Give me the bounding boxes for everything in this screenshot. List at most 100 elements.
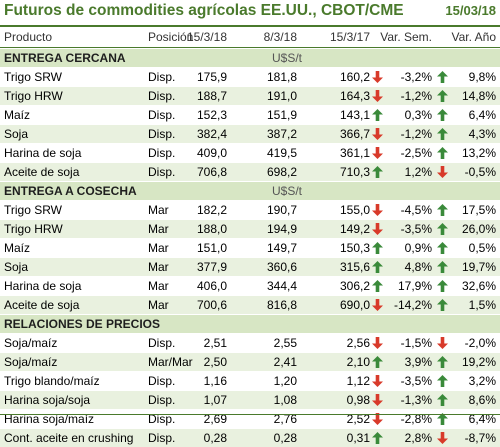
var-sem-value: -1,2%: [400, 89, 432, 103]
header-rule: [0, 47, 500, 48]
price-8-3-18: 1,08: [273, 393, 297, 407]
section-header: ENTREGA A COSECHA U$S/t: [0, 182, 500, 200]
arrow-down-icon: [372, 201, 384, 216]
price-15-3-18: 1,16: [203, 374, 227, 388]
arrow-up-icon: [437, 68, 449, 83]
var-ano-value: -2,0%: [464, 336, 496, 350]
var-ano-value: 0,5%: [468, 241, 496, 255]
price-15-3-18: 188,0: [196, 222, 227, 236]
product-name: Maíz: [4, 108, 31, 122]
table-row: Soja Mar 377,9 360,6 315,6 4,8% 19,7%: [0, 258, 500, 276]
price-8-3-18: 2,76: [273, 412, 297, 426]
price-15-3-17: 710,3: [339, 165, 370, 179]
var-sem-value: 2,8%: [404, 431, 432, 445]
var-sem-value: 0,9%: [404, 241, 432, 255]
var-ano-value: -0,5%: [464, 165, 496, 179]
price-15-3-18: 409,0: [196, 146, 227, 160]
var-sem-value: -1,5%: [400, 336, 432, 350]
title-rule: [0, 25, 500, 27]
price-8-3-18: 387,2: [266, 127, 297, 141]
arrow-up-icon: [437, 144, 449, 159]
col-header-date-3: 15/3/17: [329, 30, 370, 44]
price-15-3-18: 188,7: [196, 89, 227, 103]
product-name: Soja/maíz: [4, 336, 58, 350]
product-name: Aceite de soja: [4, 165, 80, 179]
arrow-down-icon: [372, 391, 384, 406]
price-15-3-17: 366,7: [339, 127, 370, 141]
section-label: ENTREGA CERCANA: [4, 51, 126, 65]
arrow-up-icon: [437, 87, 449, 102]
var-sem-value: -2,8%: [400, 412, 432, 426]
var-sem-value: -3,2%: [400, 70, 432, 84]
arrow-up-icon: [437, 277, 449, 292]
price-8-3-18: 419,5: [266, 146, 297, 160]
table-row: Trigo HRW Disp. 188,7 191,0 164,3 -1,2% 14,8%: [0, 87, 500, 105]
var-ano-value: 9,8%: [468, 70, 496, 84]
section-label: RELACIONES DE PRECIOS: [4, 317, 161, 331]
product-name: Harina soja/maíz: [4, 412, 95, 426]
product-name: Trigo SRW: [4, 203, 63, 217]
price-15-3-17: 155,0: [339, 203, 370, 217]
var-sem-value: 4,8%: [404, 260, 432, 274]
price-15-3-18: 175,9: [196, 70, 227, 84]
report-title: Futuros de commodities agrícolas EE.UU.,…: [4, 2, 404, 19]
var-sem-value: -3,5%: [400, 222, 432, 236]
col-header-date-2: 8/3/18: [263, 30, 297, 44]
table-row: Soja Disp. 382,4 387,2 366,7 -1,2% 4,3%: [0, 125, 500, 143]
price-15-3-17: 2,10: [346, 355, 370, 369]
arrow-down-icon: [372, 296, 384, 311]
section-unit: U$S/t: [272, 184, 303, 198]
table-row: Trigo SRW Disp. 175,9 181,8 160,2 -3,2% 9,8%: [0, 68, 500, 86]
arrow-down-icon: [372, 410, 384, 425]
var-ano-value: 6,4%: [468, 108, 496, 122]
price-15-3-18: 152,3: [196, 108, 227, 122]
price-8-3-18: 190,7: [266, 203, 297, 217]
price-15-3-18: 151,0: [196, 241, 227, 255]
arrow-down-icon: [437, 163, 449, 178]
price-15-3-17: 2,52: [346, 412, 370, 426]
price-8-3-18: 191,0: [266, 89, 297, 103]
var-ano-value: 6,4%: [468, 412, 496, 426]
price-15-3-17: 150,3: [339, 241, 370, 255]
table-row: Harina de soja Disp. 409,0 419,5 361,1 -2,5% 1…: [0, 144, 500, 162]
arrow-up-icon: [437, 353, 449, 368]
arrow-up-icon: [372, 239, 384, 254]
price-15-3-18: 1,07: [203, 393, 227, 407]
var-ano-value: 4,3%: [468, 127, 496, 141]
position: Disp.: [148, 89, 176, 103]
position: Disp.: [148, 70, 176, 84]
product-name: Harina soja/soja: [4, 393, 91, 407]
table-row: Aceite de soja Disp. 706,8 698,2 710,3 1,2% -0…: [0, 163, 500, 181]
table-row: Trigo SRW Mar 182,2 190,7 155,0 -4,5% 17,5%: [0, 201, 500, 219]
price-15-3-18: 2,50: [203, 355, 227, 369]
table-row: Soja/maíz Mar/Mar 2,50 2,41 2,10 3,9% 19,2%: [0, 353, 500, 371]
price-15-3-17: 306,2: [339, 279, 370, 293]
price-15-3-17: 2,56: [346, 336, 370, 350]
arrow-up-icon: [437, 391, 449, 406]
var-ano-value: 19,7%: [461, 260, 496, 274]
price-15-3-17: 143,1: [339, 108, 370, 122]
col-header-var-ano: Var. Año: [451, 30, 496, 44]
var-ano-value: 1,5%: [468, 298, 496, 312]
position: Mar: [148, 203, 169, 217]
var-sem-value: -1,2%: [400, 127, 432, 141]
price-8-3-18: 360,6: [266, 260, 297, 274]
table-row: Trigo HRW Mar 188,0 194,9 149,2 -3,5% 26,0%: [0, 220, 500, 238]
arrow-up-icon: [437, 410, 449, 425]
arrow-up-icon: [437, 372, 449, 387]
price-15-3-17: 164,3: [339, 89, 370, 103]
report-date: 15/03/18: [445, 3, 496, 18]
product-name: Aceite de soja: [4, 298, 80, 312]
price-8-3-18: 816,8: [266, 298, 297, 312]
var-sem-value: 1,2%: [404, 165, 432, 179]
table-row: Harina de soja Mar 406,0 344,4 306,2 17,9% 32,…: [0, 277, 500, 295]
position: Disp.: [148, 146, 176, 160]
arrow-up-icon: [372, 163, 384, 178]
var-sem-value: -2,5%: [400, 146, 432, 160]
price-8-3-18: 344,4: [266, 279, 297, 293]
price-15-3-18: 2,51: [203, 336, 227, 350]
price-15-3-18: 377,9: [196, 260, 227, 274]
table-row: Aceite de soja Mar 700,6 816,8 690,0 -14,2% 1,…: [0, 296, 500, 314]
var-ano-value: 8,6%: [468, 393, 496, 407]
